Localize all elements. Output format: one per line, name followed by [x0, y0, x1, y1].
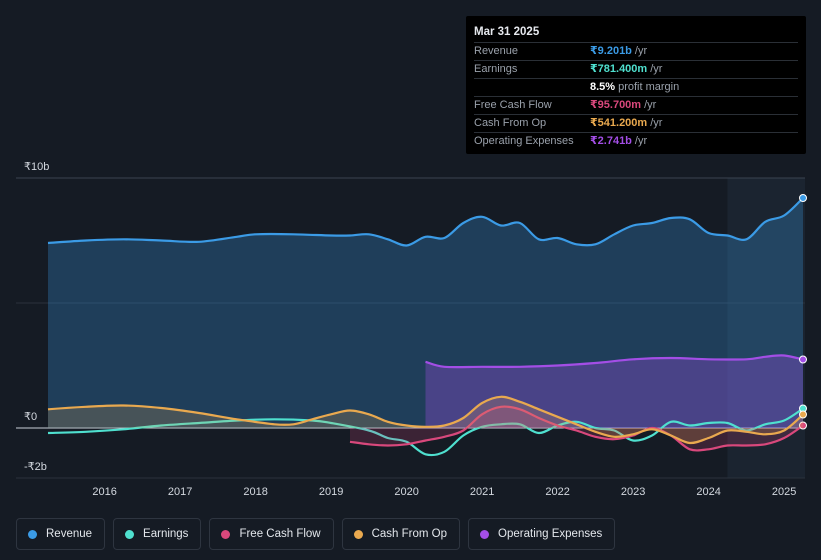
free-cash-flow-line [349, 405, 804, 452]
cash-from-op-line [47, 395, 804, 445]
legend-item-cash-from-op[interactable]: Cash From Op [341, 518, 461, 550]
operating-expenses-line [425, 354, 804, 369]
revenue-end-point [799, 194, 807, 202]
tooltip-row-value: ₹2.741b [590, 135, 632, 147]
tooltip-rows: Revenue ₹9.201b/yr Earnings ₹781.400m/yr 8.5… [474, 42, 798, 150]
tooltip-row-unit: profit margin [618, 81, 680, 93]
tooltip-row: Cash From Op ₹541.200m/yr [474, 114, 798, 132]
x-tick-label: 2025 [772, 486, 796, 498]
legend-item-revenue[interactable]: Revenue [16, 518, 106, 550]
legend-label: Cash From Op [371, 528, 448, 540]
tooltip-row-label: Revenue [474, 45, 519, 57]
axis-labels: ₹10b ₹0 -₹2b 2016 2017 2018 2019 2020 2021 2022 20… [24, 161, 796, 498]
tooltip-row-value: ₹9.201b [590, 45, 632, 57]
tooltip-row-value: ₹541.200m [590, 117, 648, 129]
tooltip-row-unit: /yr [634, 45, 648, 57]
revenue-line [47, 197, 804, 247]
legend-label: Operating Expenses [498, 528, 603, 540]
tooltip-row-unit: /yr [634, 135, 648, 147]
x-tick-label: 2022 [545, 486, 569, 498]
legend-label: Free Cash Flow [239, 528, 321, 540]
x-tick-label: 2023 [621, 486, 645, 498]
tooltip-row-label: Earnings [474, 63, 518, 75]
y-tick-label: -₹2b [24, 461, 47, 473]
x-tick-label: 2016 [92, 486, 116, 498]
chart-area: ₹10b ₹0 -₹2b 2016 2017 2018 2019 2020 2021 2022 20… [16, 161, 807, 498]
tooltip-row-value: 8.5% [590, 81, 616, 93]
tooltip-panel: Mar 31 2025 Revenue ₹9.201b/yr Earnings ₹78… [466, 16, 806, 154]
legend-dot [125, 529, 135, 539]
legend-item-free-cash-flow[interactable]: Free Cash Flow [209, 518, 334, 550]
y-tick-label: ₹10b [24, 161, 49, 173]
tooltip-row: Operating Expenses ₹2.741b/yr [474, 132, 798, 150]
cash-from-op-area [48, 396, 803, 444]
legend: Revenue Earnings Free Cash Flow Cash From O… [16, 518, 616, 550]
gridlines [16, 177, 805, 479]
legend-dot [221, 529, 231, 539]
tooltip-row-unit: /yr [650, 117, 663, 129]
tooltip-row: Revenue ₹9.201b/yr [474, 42, 798, 60]
y-tick-label: ₹0 [24, 411, 37, 423]
tooltip-row: Earnings ₹781.400m/yr [474, 60, 798, 78]
x-tick-label: 2024 [696, 486, 720, 498]
operating-expenses-end-point [799, 355, 807, 364]
legend-item-earnings[interactable]: Earnings [113, 518, 202, 550]
tooltip-date: Mar 31 2025 [474, 26, 540, 38]
x-tick-label: 2017 [168, 486, 192, 498]
legend-dot [28, 529, 37, 539]
tooltip-row-unit: /yr [650, 63, 663, 75]
tooltip-row-label: Operating Expenses [474, 135, 574, 147]
tooltip-row-unit: /yr [644, 99, 657, 111]
legend-dot [480, 529, 490, 539]
legend-label: Revenue [46, 528, 93, 540]
series-layer [47, 194, 807, 457]
legend-dot [353, 529, 363, 539]
x-tick-label: 2019 [319, 486, 343, 498]
x-tick-label: 2020 [394, 486, 418, 498]
free-cash-flow-area [350, 406, 803, 451]
legend-item-operating-expenses[interactable]: Operating Expenses [468, 518, 616, 550]
cash-from-op-end-point [799, 410, 807, 419]
tooltip-row-value: ₹95.700m [590, 99, 642, 111]
tooltip-row-label: Free Cash Flow [474, 99, 552, 111]
legend-label: Earnings [143, 528, 189, 540]
tooltip-row: Free Cash Flow ₹95.700m/yr [474, 96, 798, 114]
x-tick-label: 2018 [243, 486, 267, 498]
x-tick-label: 2021 [470, 486, 494, 498]
tooltip-row-label: Cash From Op [474, 117, 547, 129]
tooltip-row: 8.5% profit margin [474, 78, 798, 96]
revenue-area [48, 198, 803, 428]
tooltip-row-value: ₹781.400m [590, 63, 648, 75]
free-cash-flow-end-point [799, 421, 807, 430]
